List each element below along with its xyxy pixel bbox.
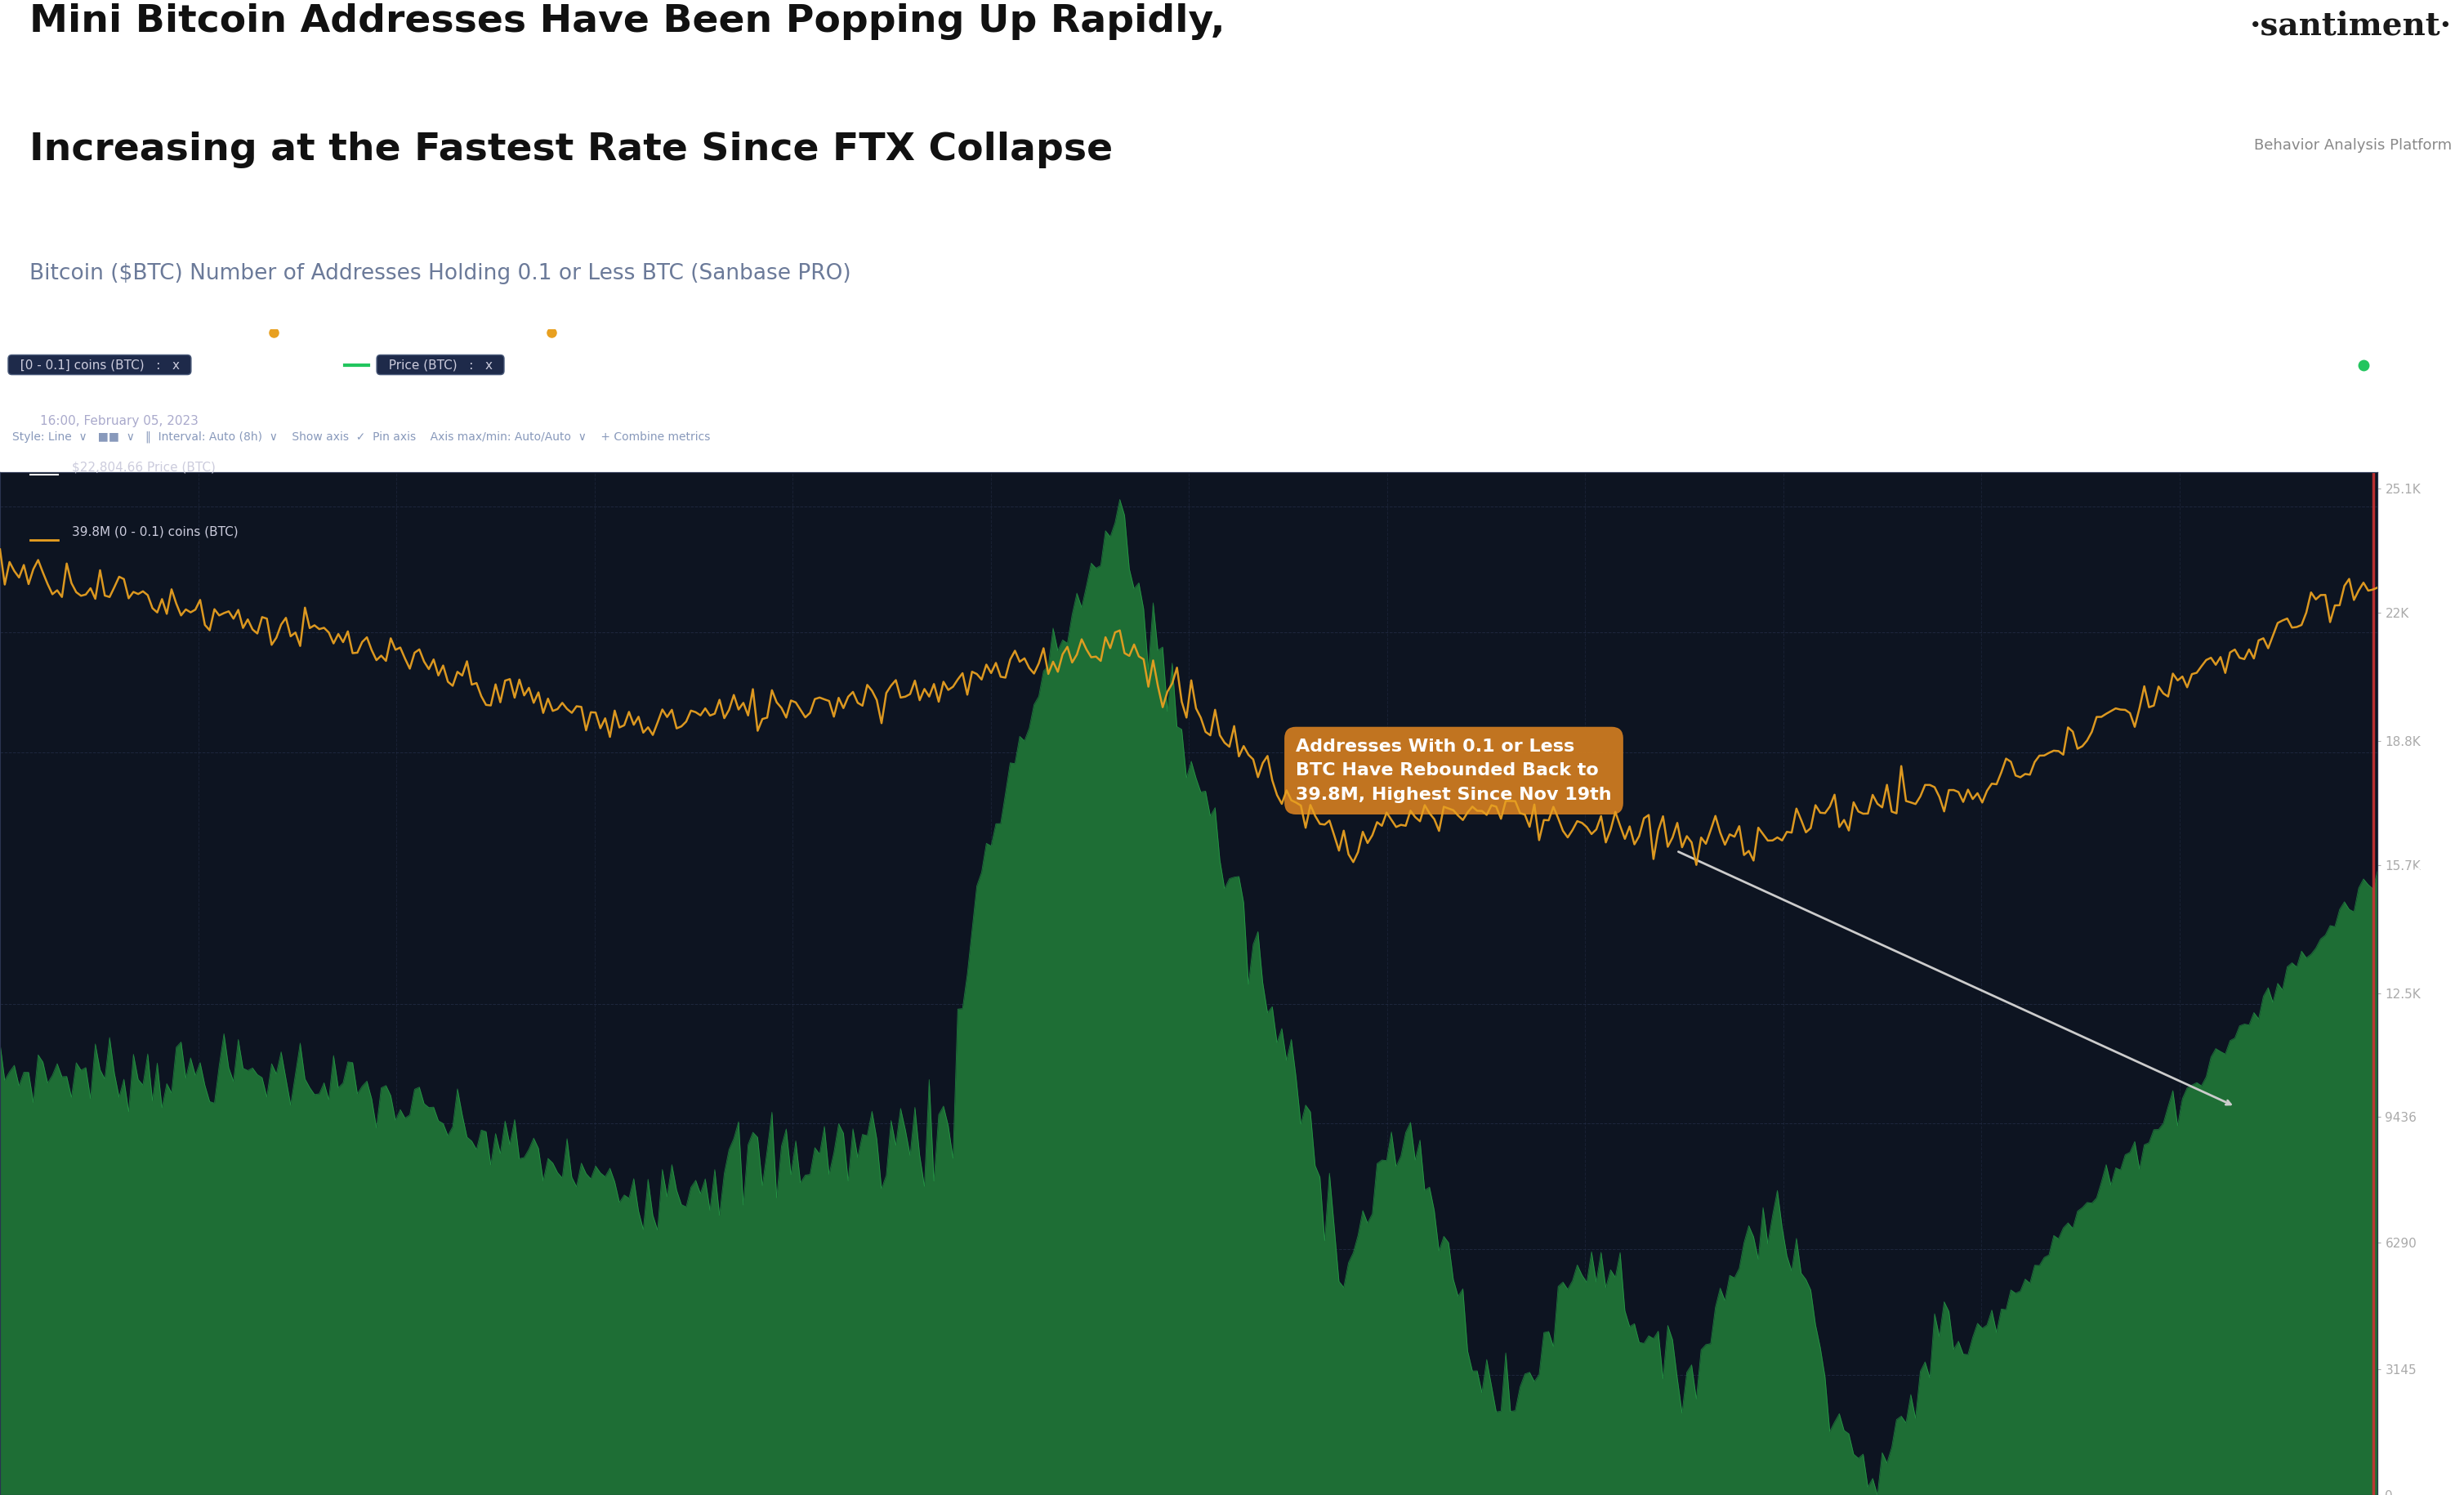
Text: ·santiment·: ·santiment· xyxy=(2250,10,2452,40)
Text: $22,804.66 Price (BTC): $22,804.66 Price (BTC) xyxy=(71,460,214,474)
Text: [0 - 0.1] coins (BTC)   :   x: [0 - 0.1] coins (BTC) : x xyxy=(12,359,187,371)
Text: 39.8M (0 - 0.1) coins (BTC): 39.8M (0 - 0.1) coins (BTC) xyxy=(71,526,239,538)
Text: Behavior Analysis Platform: Behavior Analysis Platform xyxy=(2255,138,2452,152)
Text: Increasing at the Fastest Rate Since FTX Collapse: Increasing at the Fastest Rate Since FTX… xyxy=(30,132,1114,169)
Text: Mini Bitcoin Addresses Have Been Popping Up Rapidly,: Mini Bitcoin Addresses Have Been Popping… xyxy=(30,3,1225,40)
Text: 39.8M: 39.8M xyxy=(2407,867,2442,878)
Text: 22.8K: 22.8K xyxy=(2407,576,2442,586)
Text: Bitcoin ($BTC) Number of Addresses Holding 0.1 or Less BTC (Sanbase PRO): Bitcoin ($BTC) Number of Addresses Holdi… xyxy=(30,263,850,284)
Text: Style: Line  ∨   ■■  ∨   ‖  Interval: Auto (8h)  ∨    Show axis  ✓  Pin axis    : Style: Line ∨ ■■ ∨ ‖ Interval: Auto (8h)… xyxy=(12,431,710,443)
Text: Price (BTC)   :   x: Price (BTC) : x xyxy=(379,359,500,371)
Text: 16:00, February 05, 2023: 16:00, February 05, 2023 xyxy=(39,414,197,428)
Text: Addresses With 0.1 or Less
BTC Have Rebounded Back to
39.8M, Highest Since Nov 1: Addresses With 0.1 or Less BTC Have Rebo… xyxy=(1296,739,1611,803)
